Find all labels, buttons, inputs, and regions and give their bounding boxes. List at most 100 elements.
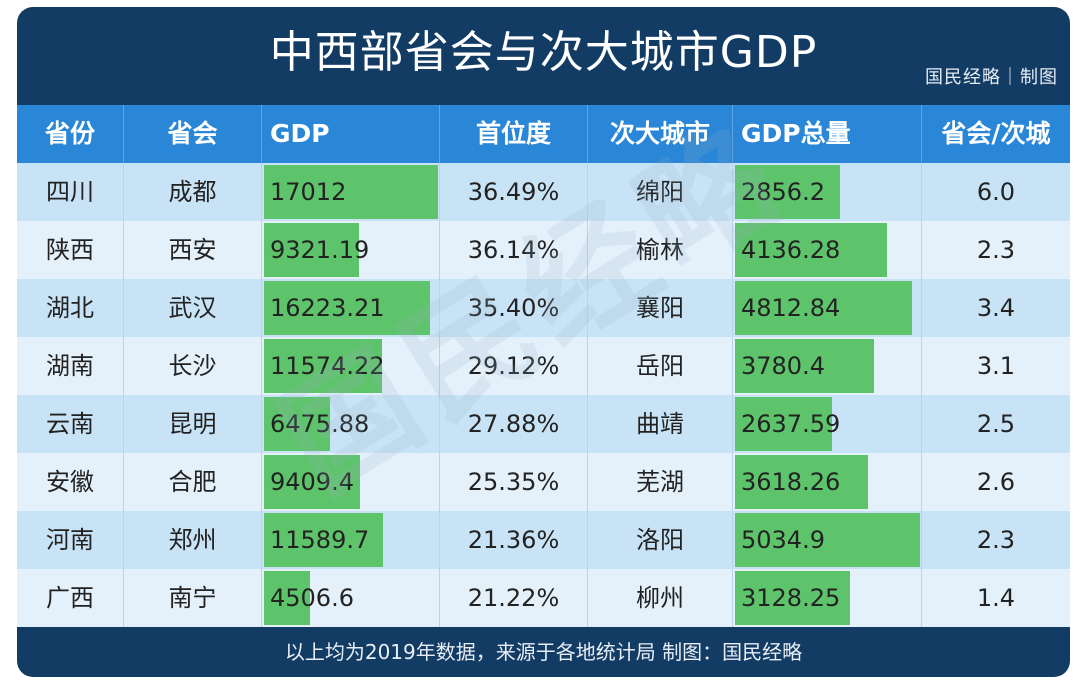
cell-second-gdp: 4136.28 <box>732 221 921 279</box>
cell-gdp: 6475.88 <box>261 395 439 453</box>
gdp-value-label: 17012 <box>270 178 347 206</box>
second-gdp-bar <box>735 397 832 451</box>
gdp-bar <box>264 455 360 509</box>
cell-ratio: 1.4 <box>921 569 1070 627</box>
cell-gdp: 9409.4 <box>261 453 439 511</box>
second-gdp-value-label: 4812.84 <box>741 294 841 322</box>
gdp-bar <box>264 281 430 335</box>
cell-primacy: 21.36% <box>439 511 587 569</box>
cell-second-city: 柳州 <box>587 569 732 627</box>
header-capital: 省会 <box>123 105 261 163</box>
cell-capital: 长沙 <box>123 337 261 395</box>
second-gdp-value-label: 5034.9 <box>741 526 825 554</box>
cell-province: 湖北 <box>46 294 94 322</box>
cell-gdp: 9321.19 <box>261 221 439 279</box>
gdp-value-label: 11589.7 <box>270 526 370 554</box>
header-gdp: GDP <box>261 105 439 163</box>
table-row: 湖北 武汉 16223.21 35.40% 襄阳 4812.84 3.4 <box>17 279 1070 337</box>
second-gdp-value-label: 2637.59 <box>741 410 841 438</box>
gdp-bar <box>264 571 310 625</box>
cell-province: 云南 <box>46 410 94 438</box>
cell-second-gdp: 3618.26 <box>732 453 921 511</box>
second-gdp-value-label: 4136.28 <box>741 236 841 264</box>
cell-province: 四川 <box>46 178 94 206</box>
gdp-bar <box>264 397 330 451</box>
cell-ratio: 2.3 <box>921 221 1070 279</box>
table-row: 湖南 长沙 11574.22 29.12% 岳阳 3780.4 3.1 <box>17 337 1070 395</box>
brand-label: 国民经略｜制图 <box>925 67 1058 88</box>
table-row: 四川 成都 17012 36.49% 绵阳 2856.2 6.0 <box>17 163 1070 221</box>
second-gdp-bar <box>735 165 840 219</box>
second-gdp-value-label: 2856.2 <box>741 178 825 206</box>
cell-province: 陕西 <box>46 236 94 264</box>
cell-second-city: 洛阳 <box>587 511 732 569</box>
second-gdp-bar <box>735 281 912 335</box>
cell-primacy: 36.49% <box>439 163 587 221</box>
second-gdp-bar <box>735 571 850 625</box>
cell-ratio: 3.1 <box>921 337 1070 395</box>
cell-capital: 昆明 <box>123 395 261 453</box>
cell-second-city: 襄阳 <box>587 279 732 337</box>
cell-primacy: 25.35% <box>439 453 587 511</box>
gdp-bar <box>264 223 359 277</box>
cell-primacy: 29.12% <box>439 337 587 395</box>
cell-capital: 郑州 <box>123 511 261 569</box>
cell-primacy: 27.88% <box>439 395 587 453</box>
header-second-gdp: GDP总量 <box>732 105 921 163</box>
table-row: 安徽 合肥 9409.4 25.35% 芜湖 3618.26 2.6 <box>17 453 1070 511</box>
cell-capital: 西安 <box>123 221 261 279</box>
gdp-value-label: 6475.88 <box>270 410 370 438</box>
gdp-value-label: 11574.22 <box>270 352 385 380</box>
cell-capital: 武汉 <box>123 279 261 337</box>
cell-ratio: 2.6 <box>921 453 1070 511</box>
cell-ratio: 2.3 <box>921 511 1070 569</box>
gdp-value-label: 9321.19 <box>270 236 370 264</box>
gdp-value-label: 4506.6 <box>270 584 354 612</box>
cell-primacy: 35.40% <box>439 279 587 337</box>
gdp-bar <box>264 339 382 393</box>
cell-gdp: 11589.7 <box>261 511 439 569</box>
second-gdp-bar <box>735 455 868 509</box>
header-ratio: 省会/次城 <box>921 105 1070 163</box>
table-header: 省份 省会 GDP 首位度 次大城市 GDP总量 省会/次城 <box>17 105 1070 163</box>
cell-capital: 合肥 <box>123 453 261 511</box>
cell-ratio: 3.4 <box>921 279 1070 337</box>
table-row: 陕西 西安 9321.19 36.14% 榆林 4136.28 2.3 <box>17 221 1070 279</box>
cell-second-city: 曲靖 <box>587 395 732 453</box>
cell-second-gdp: 3780.4 <box>732 337 921 395</box>
gdp-value-label: 9409.4 <box>270 468 354 496</box>
cell-gdp: 4506.6 <box>261 569 439 627</box>
source-footer: 以上均为2019年数据，来源于各地统计局 制图：国民经略 <box>284 640 803 664</box>
gdp-bar <box>264 165 438 219</box>
chart-card: 中西部省会与次大城市GDP 国民经略｜制图 省份 省会 GDP 首位度 次大城市 GDP总… <box>17 7 1070 677</box>
second-gdp-value-label: 3780.4 <box>741 352 825 380</box>
cell-second-city: 岳阳 <box>587 337 732 395</box>
cell-second-gdp: 4812.84 <box>732 279 921 337</box>
cell-second-gdp: 2637.59 <box>732 395 921 453</box>
cell-primacy: 21.22% <box>439 569 587 627</box>
cell-province: 安徽 <box>46 468 94 496</box>
table-row: 广西 南宁 4506.6 21.22% 柳州 3128.25 1.4 <box>17 569 1070 627</box>
table-row: 河南 郑州 11589.7 21.36% 洛阳 5034.9 2.3 <box>17 511 1070 569</box>
cell-second-city: 绵阳 <box>587 163 732 221</box>
gdp-bar <box>264 513 383 567</box>
cell-ratio: 2.5 <box>921 395 1070 453</box>
header-primacy: 首位度 <box>439 105 587 163</box>
table-row: 云南 昆明 6475.88 27.88% 曲靖 2637.59 2.5 <box>17 395 1070 453</box>
second-gdp-bar <box>735 223 887 277</box>
second-gdp-bar <box>735 513 920 567</box>
second-gdp-value-label: 3618.26 <box>741 468 841 496</box>
cell-province: 广西 <box>46 584 94 612</box>
cell-ratio: 6.0 <box>921 163 1070 221</box>
cell-capital: 成都 <box>123 163 261 221</box>
cell-second-city: 芜湖 <box>587 453 732 511</box>
cell-primacy: 36.14% <box>439 221 587 279</box>
header-province: 省份 <box>44 119 95 148</box>
cell-second-gdp: 3128.25 <box>732 569 921 627</box>
second-gdp-bar <box>735 339 874 393</box>
cell-province: 湖南 <box>46 352 94 380</box>
gdp-value-label: 16223.21 <box>270 294 385 322</box>
cell-gdp: 11574.22 <box>261 337 439 395</box>
cell-gdp: 17012 <box>261 163 439 221</box>
cell-second-city: 榆林 <box>587 221 732 279</box>
